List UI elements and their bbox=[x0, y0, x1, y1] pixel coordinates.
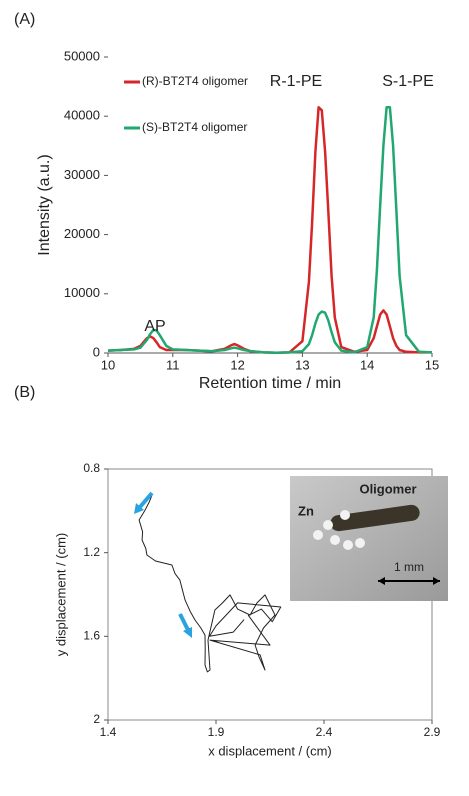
zn-particle bbox=[323, 520, 333, 530]
series-line bbox=[107, 106, 432, 354]
y-tick-label: 50000 bbox=[64, 48, 100, 63]
direction-arrow bbox=[138, 491, 154, 509]
x-tick-label: 13 bbox=[295, 357, 309, 372]
zn-particle bbox=[340, 510, 350, 520]
x-tick-label: 12 bbox=[230, 357, 244, 372]
zn-particle bbox=[330, 535, 340, 545]
y-tick-label: 40000 bbox=[64, 108, 100, 123]
zn-particle bbox=[343, 540, 353, 550]
annotation: AP bbox=[144, 318, 165, 335]
x-tick-label: 2.9 bbox=[424, 725, 441, 739]
y-tick-label: 0.8 bbox=[83, 461, 100, 475]
y-tick-label: 1.6 bbox=[83, 629, 100, 643]
x-tick-label: 1.9 bbox=[208, 725, 225, 739]
annotation: Zn bbox=[298, 503, 314, 518]
x-tick-label: 1.4 bbox=[100, 725, 117, 739]
y-tick-label: 2 bbox=[93, 712, 100, 726]
x-axis-label: x displacement / (cm) bbox=[208, 743, 332, 758]
legend-label: (S)-BT2T4 oligomer bbox=[142, 120, 247, 134]
direction-arrow-head bbox=[183, 627, 192, 638]
y-tick-label: 30000 bbox=[64, 167, 100, 182]
y-axis-label: y displacement / (cm) bbox=[53, 533, 68, 657]
y-axis-label: Intensity (a.u.) bbox=[36, 154, 53, 255]
series-line bbox=[107, 106, 433, 354]
annotation: Oligomer bbox=[359, 481, 416, 496]
x-tick-label: 10 bbox=[101, 357, 115, 372]
annotation: R-1-PE bbox=[270, 73, 322, 90]
direction-arrow bbox=[178, 613, 190, 631]
annotation: 1 mm bbox=[394, 560, 424, 574]
x-tick-label: 15 bbox=[425, 357, 439, 372]
legend-label: (R)-BT2T4 oligomer bbox=[142, 74, 248, 88]
x-axis-label: Retention time / min bbox=[199, 375, 341, 392]
scale-arrow bbox=[378, 577, 440, 585]
y-tick-label: 0 bbox=[93, 344, 100, 359]
series-line bbox=[138, 494, 282, 673]
zn-particle bbox=[313, 530, 323, 540]
direction-arrow-head bbox=[134, 503, 144, 514]
x-tick-label: 2.4 bbox=[316, 725, 333, 739]
x-tick-label: 11 bbox=[166, 357, 180, 372]
annotation: S-1-PE bbox=[382, 73, 434, 90]
y-tick-label: 1.2 bbox=[83, 545, 100, 559]
panel-label: (A) bbox=[14, 11, 35, 28]
panel-label: (B) bbox=[14, 384, 35, 401]
x-tick-label: 14 bbox=[360, 357, 374, 372]
y-tick-label: 10000 bbox=[64, 285, 100, 300]
y-tick-label: 20000 bbox=[64, 226, 100, 241]
zn-particle bbox=[355, 538, 365, 548]
oligomer-rod bbox=[330, 504, 420, 532]
